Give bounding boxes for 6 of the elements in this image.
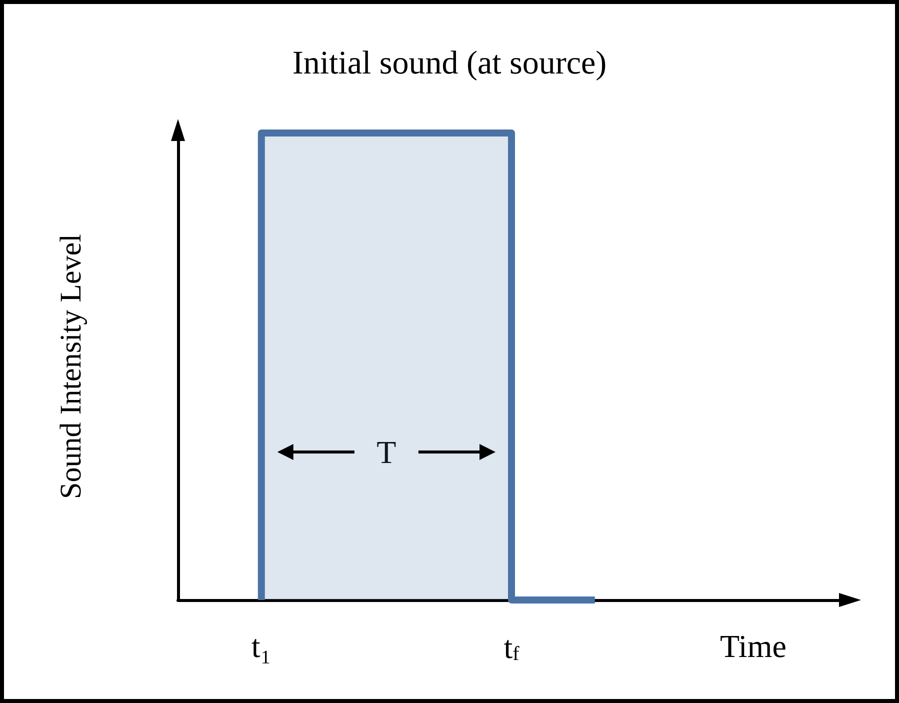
x-tick-label: tf (504, 629, 520, 665)
chart-title: Initial sound (at source) (292, 46, 607, 82)
x-tick-label: t₁ (251, 628, 272, 664)
x-axis-title: Time (720, 628, 786, 664)
y-axis-title: Sound Intensity Level (54, 234, 88, 499)
annotation: T (376, 434, 397, 470)
